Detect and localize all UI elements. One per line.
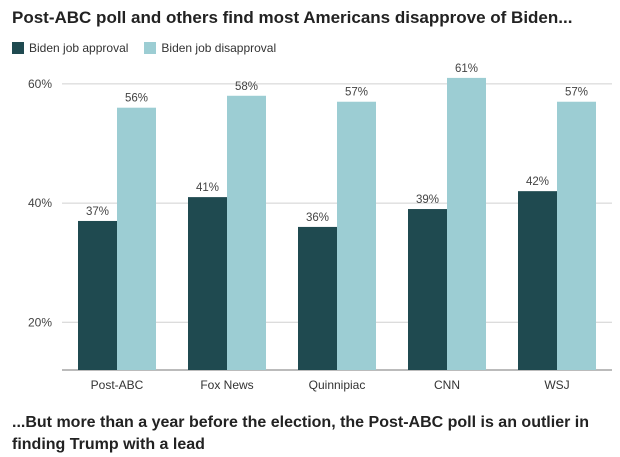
legend-swatch-approval [12,42,24,54]
data-label-approval-wsj: 42% [526,176,549,188]
bar-approval-fox-news [188,197,227,370]
y-tick-label-40: 40% [28,196,52,210]
footer-subtitle: ...But more than a year before the elect… [12,414,589,453]
data-label-disapproval-wsj: 57% [565,87,588,99]
legend-item-disapproval: Biden job disapproval [144,41,276,55]
bar-approval-quinnipiac [298,226,337,370]
category-label-wsj: WSJ [544,378,569,392]
bar-disapproval-post-abc [117,107,156,370]
legend-label-disapproval: Biden job disapproval [161,41,277,55]
bar-approval-post-abc [78,220,117,370]
legend-swatch-disapproval [144,42,157,54]
legend-label-approval: Biden job approval [29,41,129,55]
data-label-approval-post-abc: 37% [86,206,109,218]
data-label-disapproval-post-abc: 56% [125,93,148,105]
bar-disapproval-quinnipiac [337,101,376,370]
legend-item-approval: Biden job approval [12,41,128,55]
chart-title: Post-ABC poll and others find most Ameri… [12,8,573,27]
data-label-approval-cnn: 39% [416,194,439,206]
data-label-approval-fox-news: 41% [196,182,219,194]
category-label-fox-news: Fox News [200,378,253,392]
bar-disapproval-wsj [557,101,596,370]
bar-chart: 20% 40% 60% 37% 56% Post-ABC 41% 58% Fox News 36%… [28,63,612,392]
data-label-approval-quinnipiac: 36% [306,212,329,224]
data-label-disapproval-fox-news: 58% [235,81,258,93]
y-tick-label-20: 20% [28,315,52,329]
data-label-disapproval-quinnipiac: 57% [345,87,368,99]
bar-approval-wsj [518,191,557,370]
category-label-quinnipiac: Quinnipiac [309,378,366,392]
y-tick-label-60: 60% [28,77,52,91]
bar-approval-cnn [408,209,447,370]
legend: Biden job approval Biden job disapproval [12,40,292,56]
data-label-disapproval-cnn: 61% [455,63,478,75]
category-label-cnn: CNN [434,378,460,392]
bar-disapproval-fox-news [227,95,266,370]
category-label-post-abc: Post-ABC [91,378,144,392]
bar-disapproval-cnn [447,77,486,370]
